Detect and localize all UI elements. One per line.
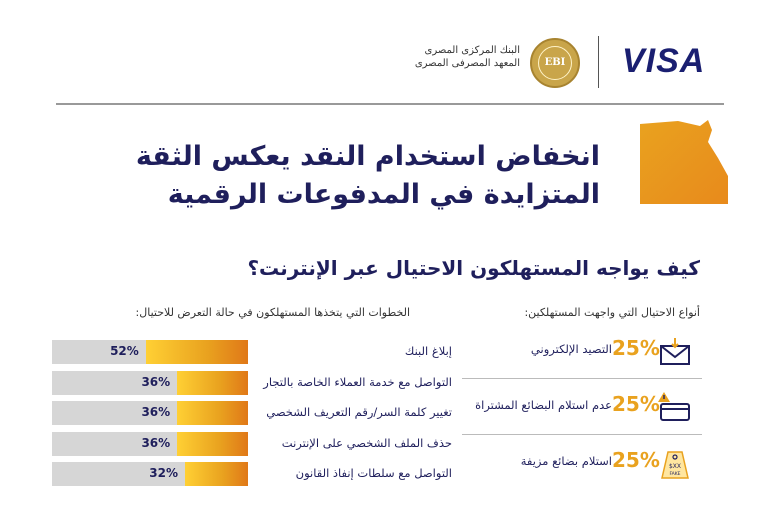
bar-value-label: 36% [141,435,171,450]
fraud-type-label: عدم استلام البضائع المشتراة [475,398,612,412]
fraud-type-row: عدم استلام البضائع المشتراة 25% [462,386,702,428]
bar [177,370,248,395]
bar-track: 36% [52,370,248,395]
bar-value-label: 36% [141,405,171,419]
fraud-type-value: 25% [612,448,660,472]
bar-value-label: 36% [141,374,171,389]
egypt-map-icon [640,120,728,204]
seal-text: EBI [538,46,572,80]
fraud-type-value: 25% [612,392,660,416]
fraud-type-label: استلام بضائع مزيفة [520,454,612,468]
header-rule [56,103,724,105]
fraud-row-divider [462,378,702,379]
fraud-type-row: استلام بضائع مزيفة 25% $XX FAKE [462,442,702,484]
bar-row: 36% تغيير كلمة السر/رقم التعريف الشخصي [52,401,452,425]
cbe-seal-icon: EBI [530,38,580,88]
bar [177,431,248,456]
bar-category-label: التواصل مع سلطات إنفاذ القانون [295,466,452,480]
fake-tag-icon: $XX FAKE [658,448,692,486]
bar-category-label: التواصل مع خدمة العملاء الخاصة بالتجار [263,374,452,389]
bar-category-label: إبلاغ البنك [404,344,452,358]
bar-value-label: 52% [110,344,139,358]
cbe-line2: المعهد المصرفى المصرى [414,58,520,69]
fraud-types-heading: أنواع الاحتيال التي واجهت المستهلكين: [524,306,700,319]
fraud-type-row: التصيد الإلكتروني 25% [462,330,702,372]
bar-track: 32% [52,462,248,486]
title-line1: انخفاض استخدام النقد يعكس الثقة [135,141,600,172]
cbe-line1: البنك المركزى المصرى [424,45,521,56]
bar [177,401,248,425]
envelope-hook-icon [658,336,692,370]
page-title: انخفاض استخدام النقد يعكس الثقة المتزايد… [120,138,600,214]
bar-row: 36% حذف الملف الشخصي على الإنترنت [52,431,452,456]
credit-card-warning-icon [658,392,692,426]
bar-value-label: 32% [149,466,178,480]
bar-track: 52% [52,340,248,364]
bar-category-label: تغيير كلمة السر/رقم التعريف الشخصي [266,405,452,419]
svg-text:FAKE: FAKE [669,471,680,477]
bar-row: 36% التواصل مع خدمة العملاء الخاصة بالتجا… [52,370,452,395]
fraud-row-divider [462,434,702,435]
steps-heading: الخطوات التي يتخذها المستهلكون في حالة ا… [135,306,410,319]
bar [185,462,248,486]
section-subtitle: كيف يواجه المستهلكون الاحتيال عبر الإنتر… [247,256,700,280]
bar-category-label: حذف الملف الشخصي على الإنترنت [281,435,452,450]
bar [146,340,248,364]
svg-text:$XX: $XX [669,463,681,470]
bar-track: 36% [52,401,248,425]
fraud-type-value: 25% [612,336,660,360]
visa-logo: VISA [622,42,706,80]
bar-track: 36% [52,431,248,456]
title-line2: المتزايدة في المدفوعات الرقمية [167,179,600,210]
bar-row: 32% التواصل مع سلطات إنفاذ القانون [52,462,452,486]
header-divider [598,36,599,88]
bar-row: 52% إبلاغ البنك [52,340,452,364]
cbe-logo-text: البنك المركزى المصرى المعهد المصرفى المص… [380,44,520,70]
fraud-type-label: التصيد الإلكتروني [530,342,612,356]
